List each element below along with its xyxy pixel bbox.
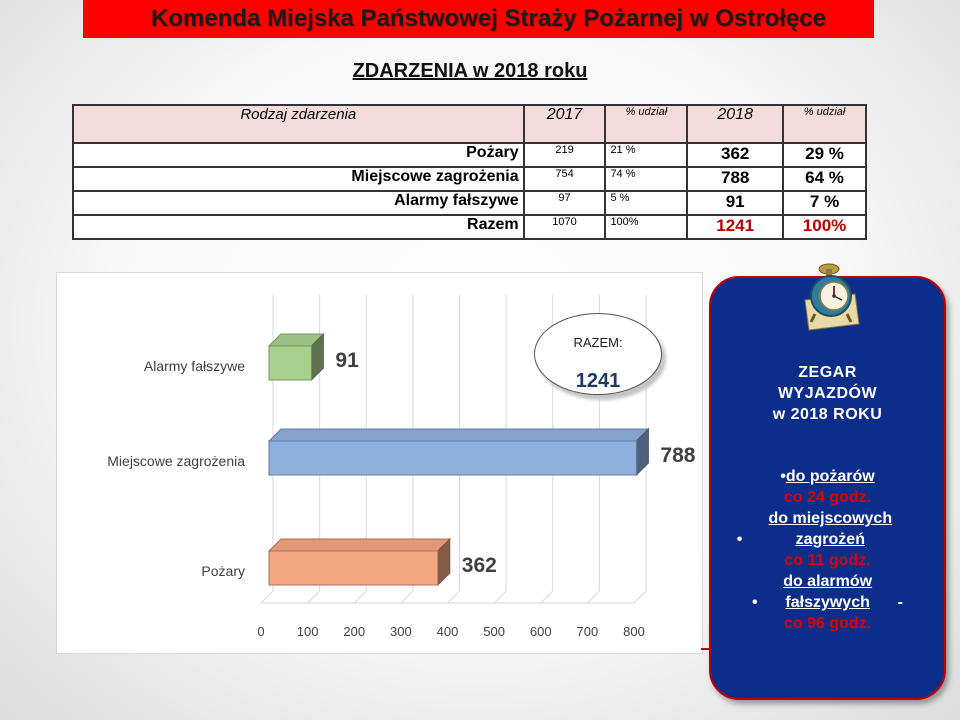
share-2017: 5 % [604,190,689,216]
value-2018: 1241 [686,214,785,240]
clock-item-link[interactable]: do alarmów fałszywych [783,573,873,611]
table-row: Pożary 219 21 % 362 29 % [72,142,867,168]
share-2017: 74 % [604,166,689,192]
statistics-table: Rodzaj zdarzenia 2017 % udział 2018 % ud… [72,104,867,240]
grid-line-floor [447,590,460,604]
grid-line-floor [587,590,600,604]
bullet: • [752,594,758,611]
value-2017: 97 [522,190,607,216]
x-tick-label: 200 [343,624,365,639]
grid-line-floor [260,590,274,604]
bar [268,345,312,381]
grid-line-floor [353,590,367,604]
row-label: Alarmy fałszywe [72,190,525,216]
dispatch-clock-panel: ZEGAR WYJAZDÓW w 2018 ROKU •do pożarów c… [709,276,946,700]
bar-chart-canvas: 0 100 200 300 400 500 600 700 800 Pożary 362 Miejsc… [107,295,696,639]
data-label: 91 [335,349,359,372]
page-subtitle: ZDARZENIA w 2018 roku [352,60,588,82]
y-category-label: Miejscowe zagrożenia [107,453,245,469]
value-2018: 788 [686,166,785,192]
x-tick-label: 0 [257,624,264,639]
share-2017: 100% [604,214,689,240]
share-2018: 100% [782,214,867,240]
bullet: • [780,468,786,485]
value-2017: 219 [522,142,607,168]
value-2018: 91 [686,190,785,216]
x-tick-label: 100 [297,624,319,639]
table-row: Miejscowe zagrożenia 754 74 % 788 64 % [72,166,867,192]
total-label: RAZEM: [573,335,623,350]
value-2017: 754 [522,166,607,192]
table-row-total: Razem 1070 100% 1241 100% [72,214,867,240]
grid-line-floor [400,590,414,604]
row-label: Miejscowe zagrożenia [72,166,525,192]
row-label: Pożary [72,142,525,168]
clock-item-dash: - [897,594,903,611]
x-tick-label: 300 [390,624,412,639]
clock-item-false-alarms: • do alarmów fałszywych - co 96 godz. [711,571,944,634]
value-2018: 362 [686,142,785,168]
grid-line-floor [633,590,647,604]
x-tick-label: 400 [437,624,459,639]
x-tick-label: 500 [483,624,505,639]
data-label: 362 [462,554,497,577]
table-header-cell: % udział [782,104,867,144]
share-2018: 7 % [782,190,867,216]
x-tick-label: 700 [577,624,599,639]
table-row: Alarmy fałszywe 97 5 % 91 7 % [72,190,867,216]
y-category-label: Alarmy fałszywe [144,358,245,374]
share-2017: 21 % [604,142,689,168]
clock-item-time: co 11 godz. [784,552,871,569]
total-badge: RAZEM: 1241 [534,313,662,395]
row-label: Razem [72,214,525,240]
grid-line-floor [493,590,507,604]
x-tick-label: 600 [530,624,552,639]
bar-top-face [267,428,650,442]
clock-item-fires: •do pożarów co 24 godz. [711,466,944,508]
clock-list: •do pożarów co 24 godz. •do miejscowych … [711,466,944,634]
clock-item-link[interactable]: do pożarów [785,468,875,485]
table-header-cell: Rodzaj zdarzenia [72,104,525,144]
table-header-cell: 2018 [686,104,785,144]
clock-title-line: ZEGAR [798,364,857,381]
alarm-clock-icon [804,263,860,331]
clock-panel-title: ZEGAR WYJAZDÓW w 2018 ROKU [711,362,944,425]
grid-line-floor [540,590,554,604]
page-title: Komenda Miejska Państwowej Straży Pożarn… [151,5,826,32]
table-header-row: Rodzaj zdarzenia 2017 % udział 2018 % ud… [72,104,867,144]
bullet: • [736,531,743,548]
bar [268,550,439,586]
clock-title-line: WYJAZDÓW [777,385,878,402]
table-header-cell: 2017 [522,104,607,144]
share-2018: 64 % [782,166,867,192]
share-2018: 29 % [782,142,867,168]
grid-line-floor [307,590,320,604]
clock-title-line: w 2018 ROKU [772,406,883,423]
y-category-label: Pożary [201,563,245,579]
clock-item-local-threats: • do miejscowych zagrożeń co 11 godz. [711,508,944,571]
title-bar: Komenda Miejska Państwowej Straży Pożarn… [83,0,874,38]
value-2017: 1070 [522,214,607,240]
clock-item-time: co 24 godz. [783,489,872,506]
data-label: 788 [660,444,695,467]
bar [268,440,637,476]
clock-item-link[interactable]: do miejscowych zagrożeń [768,510,893,548]
clock-item-time: co 96 godz. [783,615,872,632]
total-value: 1241 [575,370,621,392]
divider-mark [701,648,711,650]
table-header-cell: % udział [604,104,689,144]
x-tick-label: 800 [623,624,645,639]
bar-top-face [267,538,451,552]
